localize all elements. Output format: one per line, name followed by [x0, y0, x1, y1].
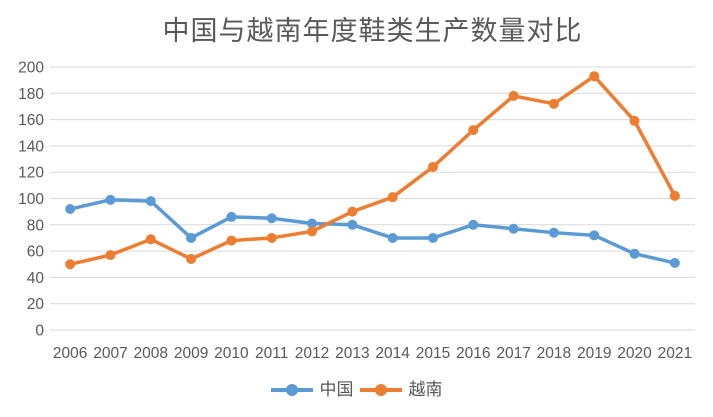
- y-tick-label: 40: [27, 270, 45, 287]
- data-point-0-2016: [468, 219, 479, 230]
- data-point-1-2020: [629, 115, 640, 126]
- y-tick-label: 80: [27, 217, 45, 234]
- data-point-1-2007: [105, 250, 116, 261]
- x-tick-label: 2020: [617, 345, 652, 362]
- data-point-1-2013: [347, 206, 358, 217]
- legend-label-vietnam: 越南: [408, 380, 443, 399]
- y-tick-label: 200: [18, 60, 44, 77]
- data-point-0-2008: [145, 196, 156, 207]
- data-point-0-2007: [105, 194, 116, 205]
- legend-marker-vietnam-icon: [359, 383, 402, 396]
- data-point-0-2013: [347, 219, 358, 230]
- data-point-1-2009: [186, 253, 197, 264]
- legend-marker-china-icon: [270, 383, 313, 396]
- x-tick-label: 2008: [134, 345, 168, 362]
- data-point-1-2011: [266, 232, 277, 243]
- x-tick-label: 2017: [496, 345, 530, 362]
- data-point-0-2010: [226, 211, 237, 222]
- data-point-0-2014: [387, 232, 398, 243]
- data-point-1-2014: [387, 192, 398, 203]
- data-point-0-2018: [548, 227, 559, 238]
- y-tick-label: 180: [18, 86, 44, 103]
- data-point-0-2015: [427, 232, 438, 243]
- data-point-0-2020: [629, 248, 640, 259]
- x-tick-label: 2021: [658, 345, 692, 362]
- y-tick-label: 0: [35, 323, 44, 340]
- data-point-1-2017: [508, 90, 519, 101]
- data-point-1-2015: [427, 161, 438, 172]
- data-point-0-2012: [307, 218, 318, 229]
- data-point-1-2008: [145, 234, 156, 245]
- data-point-1-2018: [548, 98, 559, 109]
- x-tick-label: 2010: [214, 345, 249, 362]
- x-tick-label: 2007: [93, 345, 127, 362]
- x-tick-label: 2012: [295, 345, 329, 362]
- data-point-0-2011: [266, 213, 277, 224]
- data-point-0-2017: [508, 223, 519, 234]
- data-point-1-2019: [589, 71, 600, 82]
- y-tick-label: 20: [27, 296, 45, 313]
- y-tick-label: 60: [27, 244, 45, 261]
- data-point-1-2021: [669, 190, 680, 201]
- data-point-0-2019: [589, 230, 600, 241]
- y-tick-label: 140: [18, 138, 44, 155]
- data-point-0-2009: [186, 232, 197, 243]
- x-tick-label: 2011: [255, 345, 288, 362]
- chart-title: 中国与越南年度鞋类生产数量对比: [162, 16, 583, 46]
- data-point-1-2012: [307, 226, 318, 237]
- data-point-1-2016: [468, 125, 479, 136]
- x-tick-label: 2009: [174, 345, 208, 362]
- data-point-1-2006: [65, 259, 76, 270]
- legend-item-vietnam: 越南: [359, 380, 443, 399]
- x-tick-label: 2014: [375, 345, 410, 362]
- x-tick-label: 2015: [416, 345, 450, 362]
- x-tick-label: 2018: [537, 345, 571, 362]
- data-point-0-2006: [65, 204, 76, 215]
- x-tick-label: 2016: [456, 345, 490, 362]
- series-line-1: [68, 74, 677, 266]
- data-point-1-2010: [226, 235, 237, 246]
- x-tick-label: 2019: [577, 345, 611, 362]
- series-line-0: [68, 198, 677, 265]
- y-tick-label: 100: [18, 191, 44, 208]
- legend-label-china: 中国: [319, 380, 354, 399]
- y-tick-label: 160: [18, 112, 44, 129]
- x-tick-label: 2013: [335, 345, 369, 362]
- y-tick-label: 120: [18, 165, 44, 182]
- x-tick-label: 2006: [53, 345, 87, 362]
- legend-item-china: 中国: [270, 380, 354, 399]
- data-point-0-2021: [669, 257, 680, 268]
- legend: 中国 越南: [0, 381, 713, 398]
